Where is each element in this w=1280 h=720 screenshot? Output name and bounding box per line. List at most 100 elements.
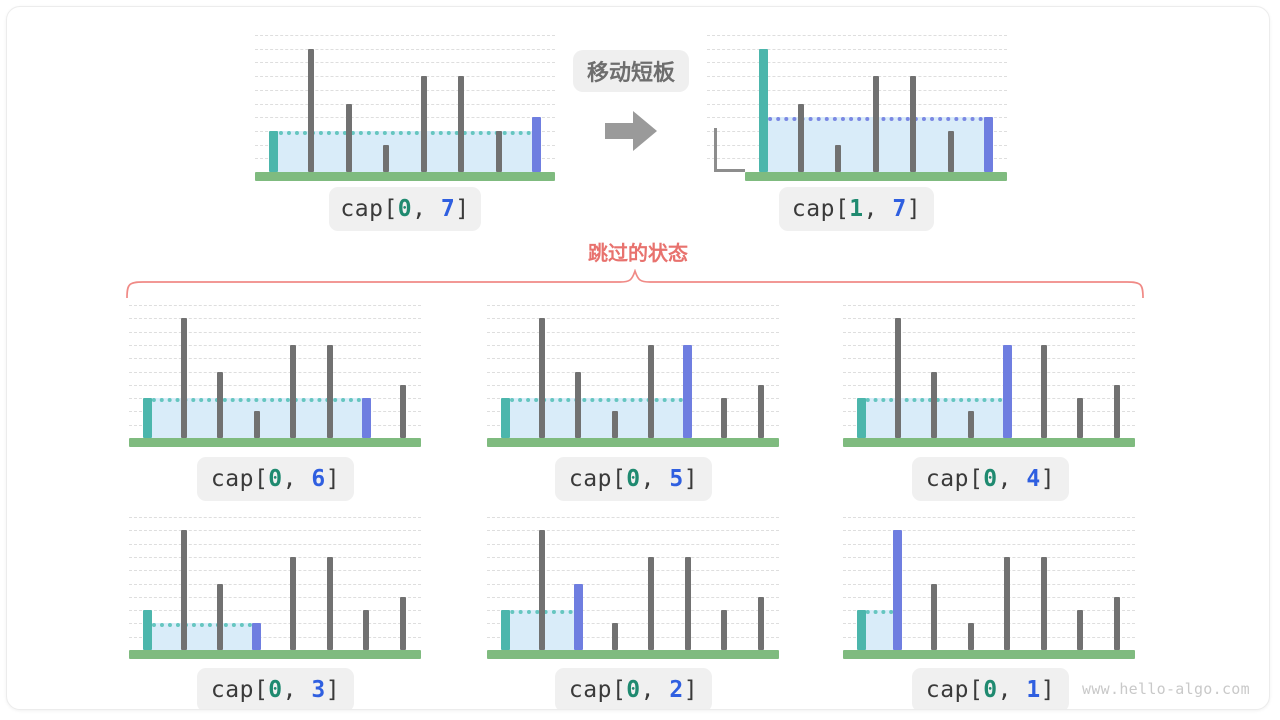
caption-close: ] — [325, 466, 341, 492]
bar-1 — [308, 48, 315, 172]
gridline — [487, 384, 779, 386]
caption-text: cap[ — [925, 677, 984, 703]
gridline — [255, 62, 555, 64]
step-label: 移动短板 — [573, 50, 689, 92]
gridline — [487, 610, 779, 612]
gridline — [487, 570, 779, 572]
bar-0 — [500, 610, 510, 650]
gridline — [255, 103, 555, 105]
bar-0 — [856, 398, 866, 438]
gridline — [843, 623, 1135, 625]
caption-close: ] — [1040, 677, 1056, 703]
skipped-states-brace — [126, 269, 1144, 299]
bar-5 — [910, 76, 917, 172]
ground-bar — [129, 650, 421, 659]
caption-text: cap[ — [210, 677, 269, 703]
gridline — [487, 358, 779, 360]
gridline — [843, 570, 1135, 572]
bar-2 — [575, 371, 582, 438]
caption-left-index: 0 — [268, 466, 283, 492]
gridline — [255, 89, 555, 91]
caption-right-index: 6 — [311, 466, 326, 492]
bar-5 — [684, 556, 691, 650]
caption-cap-0-4: cap[0, 4] — [912, 457, 1069, 501]
ground-bar — [843, 438, 1135, 447]
bar-6 — [495, 130, 502, 172]
bar-5 — [326, 344, 333, 438]
gridline — [129, 371, 421, 373]
caption-sep: , — [997, 677, 1027, 703]
bar-5 — [1040, 556, 1047, 650]
gridline — [487, 517, 779, 518]
arrow-right-icon — [605, 111, 657, 151]
bar-4 — [648, 556, 655, 650]
gridline — [129, 596, 421, 598]
bar-2 — [797, 103, 804, 172]
bar-2 — [573, 583, 583, 650]
caption-cap-0-7: cap[0, 7] — [329, 187, 481, 231]
bar-5 — [458, 76, 465, 172]
bar-7 — [757, 596, 764, 650]
bar-7 — [399, 596, 406, 650]
bar-3 — [253, 411, 260, 438]
bar-5 — [683, 344, 693, 438]
bar-3 — [967, 411, 974, 438]
bar-1 — [180, 530, 187, 650]
gridline — [487, 318, 779, 320]
gridline — [843, 517, 1135, 518]
gridline — [255, 35, 555, 36]
bar-4 — [648, 344, 655, 438]
gridline — [129, 344, 421, 346]
skipped-states-title: 跳过的状态 — [588, 241, 688, 265]
bar-6 — [721, 398, 728, 438]
bar-1 — [894, 318, 901, 438]
bar-3 — [835, 144, 842, 172]
caption-close: ] — [1040, 466, 1056, 492]
caption-left-index: 0 — [626, 466, 641, 492]
water-surface-line — [858, 610, 901, 615]
gridline — [487, 623, 779, 625]
water-surface-line — [144, 623, 260, 628]
caption-sep: , — [640, 466, 670, 492]
gridline — [843, 331, 1135, 333]
gridline — [843, 596, 1135, 598]
bar-4 — [420, 76, 427, 172]
bar-2 — [931, 583, 938, 650]
ground-bar — [487, 438, 779, 447]
gridline — [129, 305, 421, 306]
bar-6 — [947, 130, 954, 172]
gridline — [843, 371, 1135, 373]
gridline — [487, 583, 779, 585]
gridline — [129, 583, 421, 585]
bar-7 — [531, 117, 541, 172]
gridline — [487, 371, 779, 373]
caption-right-index: 2 — [669, 677, 684, 703]
gridline — [843, 583, 1135, 585]
site-watermark: www.hello-algo.com — [1082, 680, 1250, 698]
bar-4 — [1002, 344, 1012, 438]
ground-bar — [744, 172, 1007, 181]
caption-text: cap[ — [791, 196, 850, 222]
gridline — [487, 305, 779, 306]
bar-4 — [290, 344, 297, 438]
bar-3 — [383, 144, 390, 172]
gridline — [843, 543, 1135, 545]
gridline — [843, 636, 1135, 638]
gridline — [843, 344, 1135, 346]
caption-left-index: 0 — [268, 677, 283, 703]
caption-right-index: 3 — [311, 677, 326, 703]
caption-sep: , — [282, 466, 312, 492]
gridline — [843, 556, 1135, 558]
bar-6 — [1077, 398, 1084, 438]
bar-4 — [290, 556, 297, 650]
gridline — [707, 76, 1007, 78]
gridline — [129, 318, 421, 320]
gridline — [707, 35, 1007, 36]
caption-close: ] — [683, 466, 699, 492]
gridline — [487, 636, 779, 638]
caption-sep: , — [412, 196, 441, 222]
gridline — [707, 89, 1007, 91]
gridline — [129, 530, 421, 532]
bar-2 — [345, 103, 352, 172]
bar-2 — [217, 583, 224, 650]
